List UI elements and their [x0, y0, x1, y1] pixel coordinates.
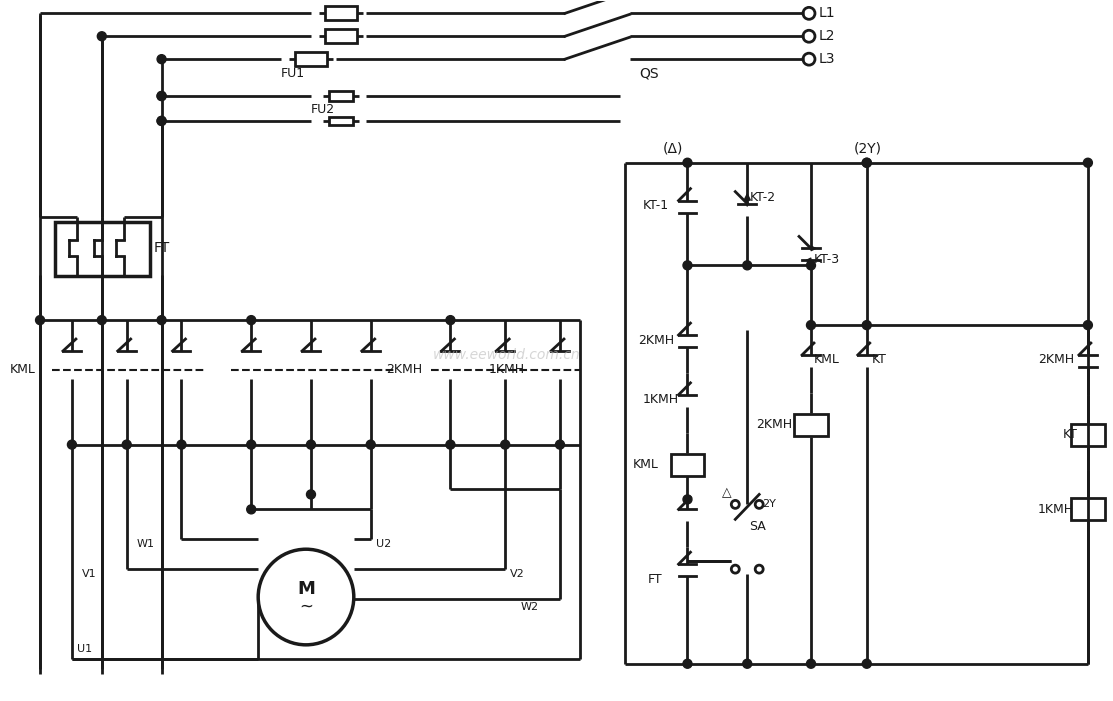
Circle shape: [446, 315, 455, 325]
Text: KML: KML: [10, 363, 36, 376]
Text: (2Y): (2Y): [854, 142, 881, 156]
Circle shape: [1083, 320, 1092, 329]
Circle shape: [177, 440, 186, 449]
Circle shape: [36, 315, 45, 325]
Circle shape: [157, 116, 166, 125]
Circle shape: [807, 261, 816, 270]
Circle shape: [683, 495, 692, 504]
Bar: [329, 117, 353, 125]
Text: W1: W1: [137, 539, 155, 549]
Text: KT: KT: [871, 353, 887, 367]
Text: L2: L2: [819, 29, 836, 43]
Bar: [794, 414, 828, 435]
Bar: [295, 52, 327, 66]
Circle shape: [247, 440, 256, 449]
Text: FT: FT: [648, 573, 662, 585]
Text: U2: U2: [376, 539, 391, 549]
Circle shape: [863, 320, 871, 329]
Bar: [325, 6, 357, 20]
Bar: [329, 91, 353, 101]
Circle shape: [247, 505, 256, 514]
Text: KML: KML: [814, 353, 840, 367]
Text: KT-2: KT-2: [750, 191, 777, 204]
Text: KML: KML: [632, 458, 659, 471]
Circle shape: [446, 440, 455, 449]
Circle shape: [1083, 158, 1092, 168]
Text: ~: ~: [299, 598, 313, 616]
Circle shape: [157, 92, 166, 100]
Text: V1: V1: [82, 569, 97, 579]
Bar: [1071, 423, 1105, 446]
Circle shape: [863, 158, 871, 168]
Circle shape: [97, 32, 106, 41]
Text: (Δ): (Δ): [662, 142, 683, 156]
Circle shape: [306, 440, 315, 449]
Circle shape: [863, 659, 871, 668]
Text: QS: QS: [640, 66, 659, 80]
Text: SA: SA: [749, 520, 766, 533]
Text: L3: L3: [819, 52, 836, 66]
Circle shape: [742, 261, 751, 270]
Text: 2KMH: 2KMH: [1038, 353, 1074, 367]
Text: △: △: [722, 486, 732, 499]
Circle shape: [157, 92, 166, 100]
Circle shape: [97, 315, 106, 325]
Circle shape: [68, 440, 77, 449]
Text: U1: U1: [77, 644, 92, 654]
Text: 1KMH: 1KMH: [489, 363, 524, 376]
Circle shape: [742, 659, 751, 668]
Circle shape: [157, 315, 166, 325]
Text: 2Y: 2Y: [762, 499, 776, 510]
Text: 2KMH: 2KMH: [386, 363, 422, 376]
Bar: [55, 222, 149, 276]
Circle shape: [366, 440, 375, 449]
Circle shape: [247, 315, 256, 325]
Text: FU2: FU2: [311, 104, 335, 116]
Circle shape: [501, 440, 510, 449]
Circle shape: [863, 158, 871, 168]
Text: KT-3: KT-3: [814, 253, 840, 266]
Text: 2KMH: 2KMH: [638, 334, 673, 346]
Bar: [325, 29, 357, 43]
Circle shape: [807, 659, 816, 668]
Text: 1KMH: 1KMH: [1038, 503, 1074, 516]
Circle shape: [683, 158, 692, 168]
Text: FT: FT: [154, 241, 170, 255]
Circle shape: [807, 320, 816, 329]
Text: L1: L1: [819, 6, 836, 20]
Text: KT-1: KT-1: [642, 199, 669, 212]
Text: KT: KT: [1063, 428, 1077, 441]
Circle shape: [306, 490, 315, 499]
Bar: [1071, 498, 1105, 520]
Text: V2: V2: [510, 569, 525, 579]
Circle shape: [683, 659, 692, 668]
Circle shape: [683, 261, 692, 270]
Circle shape: [555, 440, 564, 449]
Text: W2: W2: [520, 602, 539, 612]
Text: 2KMH: 2KMH: [756, 418, 792, 431]
Circle shape: [157, 55, 166, 64]
Circle shape: [157, 116, 166, 125]
Bar: [670, 454, 705, 475]
Text: M: M: [297, 580, 315, 598]
Circle shape: [122, 440, 131, 449]
Text: FU1: FU1: [282, 67, 305, 80]
Text: 1KMH: 1KMH: [642, 393, 679, 407]
Text: www.eeworld.com.cn: www.eeworld.com.cn: [432, 348, 580, 362]
